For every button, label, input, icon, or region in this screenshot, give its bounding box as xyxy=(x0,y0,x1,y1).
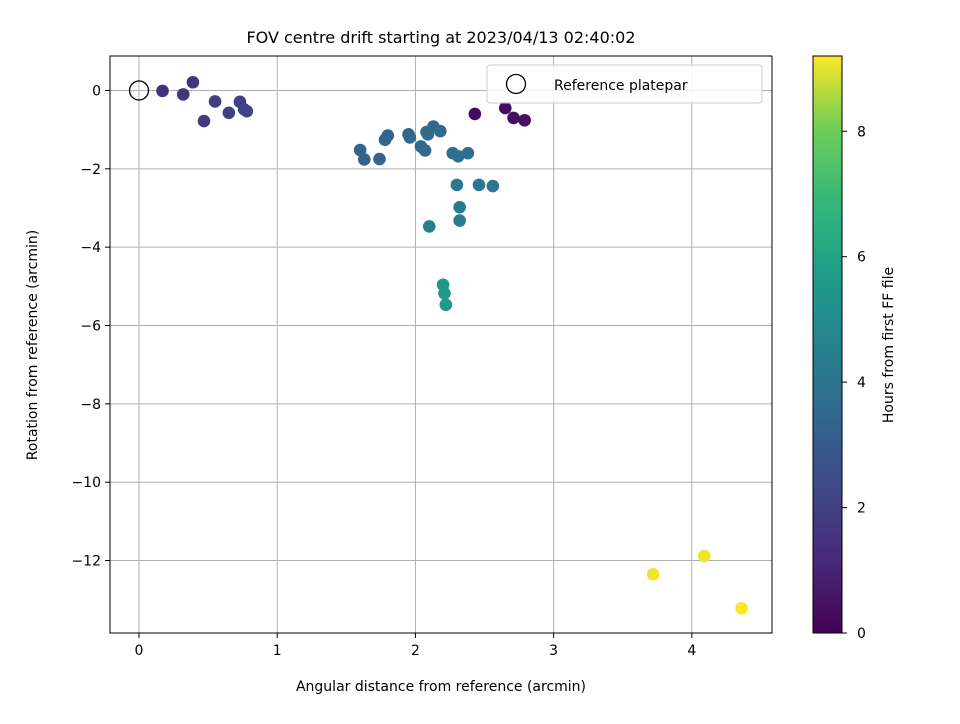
y-tick-label: −4 xyxy=(80,240,101,256)
data-point xyxy=(403,131,417,144)
data-point xyxy=(438,287,451,300)
reference-point xyxy=(128,80,150,101)
y-axis-label: Rotation from reference (arcmin) xyxy=(25,230,41,460)
data-point xyxy=(735,602,748,615)
legend: Reference platepar xyxy=(486,64,763,104)
data-point xyxy=(518,113,531,127)
x-tick-label: 3 xyxy=(549,643,558,659)
legend-label-reference-platepar: Reference platepar xyxy=(554,78,688,94)
plot-frame xyxy=(109,55,773,634)
data-point xyxy=(451,149,465,163)
colorbar-gradient xyxy=(812,55,843,634)
y-tick-label: −10 xyxy=(71,475,101,491)
colorbar-tick-label: 8 xyxy=(857,124,866,140)
data-point xyxy=(422,220,436,233)
data-point xyxy=(222,106,236,120)
x-tick-label: 0 xyxy=(135,643,144,659)
data-point xyxy=(468,107,482,121)
data-point xyxy=(156,84,169,98)
chart-title: FOV centre drift starting at 2023/04/13 … xyxy=(246,28,635,47)
data-point xyxy=(353,143,367,157)
legend-box xyxy=(486,64,763,104)
x-tick-label: 1 xyxy=(273,643,282,659)
colorbar-tick-label: 4 xyxy=(857,375,866,391)
data-point xyxy=(472,178,486,192)
y-tick-label: 0 xyxy=(92,83,101,99)
colorbar-label: Hours from first FF file xyxy=(881,267,897,423)
colorbar-tick-label: 0 xyxy=(857,626,866,642)
data-point xyxy=(208,95,222,108)
colorbar-tick-label: 6 xyxy=(857,250,866,266)
y-tick-label: −12 xyxy=(71,554,101,570)
x-tick-label: 4 xyxy=(687,643,696,659)
y-tick-label: −6 xyxy=(80,319,101,335)
x-tick-label: 2 xyxy=(411,643,420,659)
data-point xyxy=(186,75,200,89)
data-point xyxy=(373,152,386,166)
data-point xyxy=(453,214,466,227)
data-point xyxy=(434,124,447,138)
data-point xyxy=(453,200,466,214)
data-point xyxy=(507,111,520,125)
data-point xyxy=(439,298,453,312)
legend-reference-marker xyxy=(505,73,527,95)
y-tick-label: −2 xyxy=(80,162,101,178)
data-point xyxy=(176,88,190,101)
data-point xyxy=(486,179,500,193)
data-point xyxy=(646,567,660,581)
colorbar: 0 2 4 6 8 Hours from first FF file xyxy=(812,55,897,642)
data-point xyxy=(450,178,464,192)
x-axis-label: Angular distance from reference (arcmin) xyxy=(296,679,586,695)
data-point xyxy=(697,549,711,563)
x-axis-ticks: 0 1 2 3 4 xyxy=(135,633,696,659)
data-point xyxy=(418,144,432,157)
data-point xyxy=(498,101,512,115)
y-axis-ticks: 0 −2 −4 −6 −8 −10 −12 xyxy=(71,83,110,570)
reference-marker xyxy=(128,80,150,101)
colorbar-ticks: 0 2 4 6 8 xyxy=(842,124,866,642)
data-point xyxy=(240,104,254,118)
data-point xyxy=(357,153,371,166)
colorbar-tick-label: 2 xyxy=(857,501,866,517)
data-point xyxy=(461,146,475,160)
data-points xyxy=(156,75,748,615)
grid xyxy=(110,56,772,633)
data-point xyxy=(197,114,211,128)
data-point xyxy=(381,129,395,142)
y-tick-label: −8 xyxy=(80,397,101,413)
